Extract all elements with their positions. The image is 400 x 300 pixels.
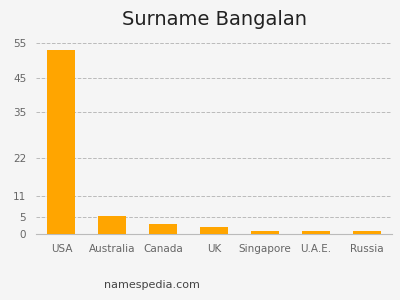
Bar bbox=[98, 216, 126, 234]
Bar bbox=[352, 230, 380, 234]
Title: Surname Bangalan: Surname Bangalan bbox=[122, 10, 306, 29]
Text: namespedia.com: namespedia.com bbox=[104, 280, 200, 290]
Bar bbox=[200, 227, 228, 234]
Bar bbox=[251, 230, 279, 234]
Bar bbox=[302, 230, 330, 234]
Bar bbox=[149, 224, 177, 234]
Bar bbox=[48, 50, 76, 234]
